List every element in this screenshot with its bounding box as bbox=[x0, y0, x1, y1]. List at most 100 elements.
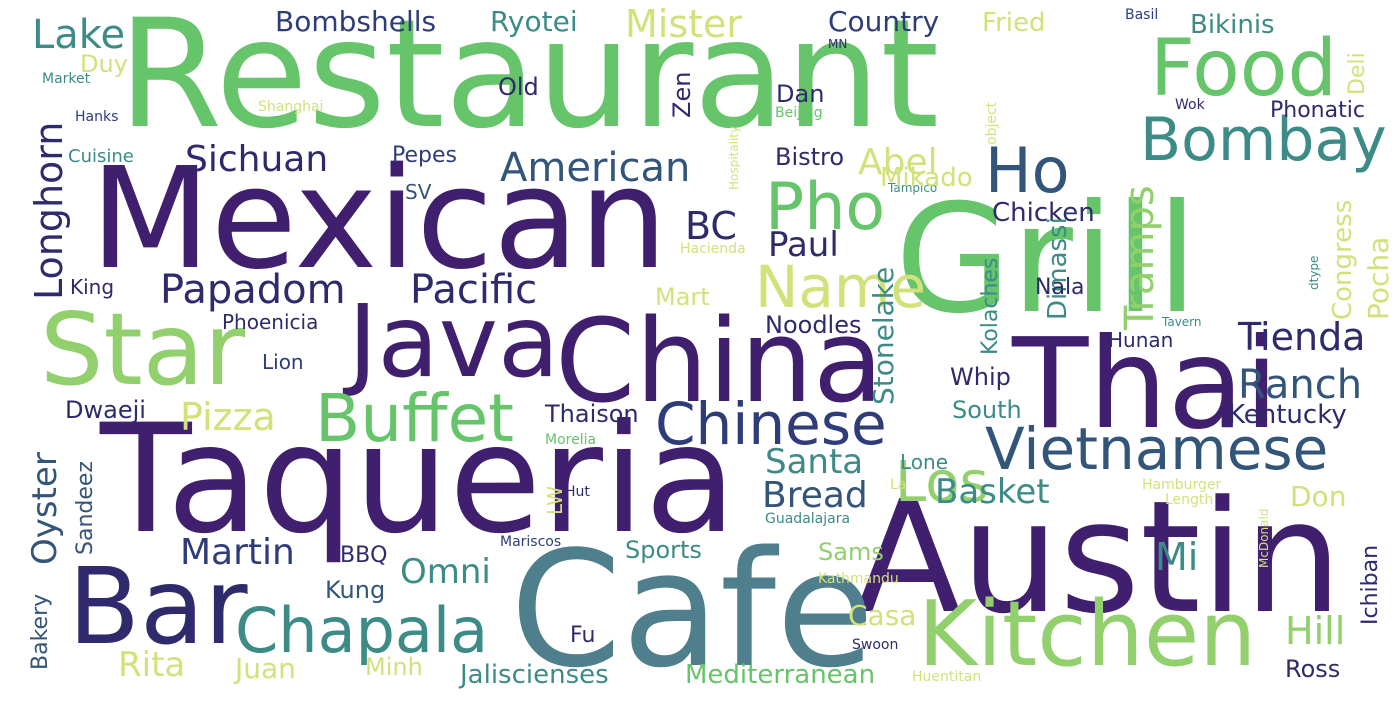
word-grill: Grill bbox=[895, 173, 1198, 347]
word-los: Los bbox=[895, 450, 989, 515]
word-martin: Martin bbox=[180, 532, 295, 573]
word-bistro: Bistro bbox=[775, 143, 845, 171]
word-tampico: Tampico bbox=[888, 181, 938, 195]
word-phoenicia: Phoenicia bbox=[222, 310, 319, 334]
word-cafe: Cafe bbox=[510, 516, 875, 703]
word-basil: Basil bbox=[1125, 7, 1159, 23]
word-sams: Sams bbox=[818, 538, 884, 566]
word-mcdonald: McDonald bbox=[1257, 508, 1271, 568]
word-jaliscienses: Jaliscienses bbox=[460, 660, 609, 690]
word-sichuan: Sichuan bbox=[185, 139, 329, 180]
word-hill: Hill bbox=[1285, 609, 1346, 653]
word-ho: Ho bbox=[985, 134, 1070, 207]
word-kentucky: Kentucky bbox=[1228, 400, 1347, 430]
word-pho: Pho bbox=[765, 170, 886, 245]
word-star: Star bbox=[40, 291, 246, 408]
word-object: object bbox=[984, 101, 1000, 145]
word-pocha: Pocha bbox=[1362, 236, 1395, 320]
word-dimassi: Dimassi bbox=[1043, 217, 1073, 320]
word-stonelake: Stonelake bbox=[867, 266, 900, 405]
word-mediterranean: Mediterranean bbox=[685, 660, 876, 690]
word-casa: Casa bbox=[848, 599, 917, 632]
word-pizza: Pizza bbox=[180, 395, 276, 439]
word-hunan: Hunan bbox=[1108, 328, 1174, 352]
word-china: China bbox=[555, 295, 884, 429]
word-swoon: Swoon bbox=[852, 637, 899, 653]
word-ichiban: Ichiban bbox=[1358, 544, 1383, 625]
word-mexican: Mexican bbox=[90, 138, 668, 301]
word-mn: MN bbox=[828, 37, 848, 51]
word-chicken: Chicken bbox=[992, 198, 1095, 228]
word-sv: SV bbox=[405, 180, 432, 204]
word-lone: Lone bbox=[900, 450, 949, 474]
word-lake: Lake bbox=[32, 12, 126, 58]
word-bikinis: Bikinis bbox=[1190, 10, 1275, 40]
word-lion: Lion bbox=[262, 350, 304, 374]
word-nala: Nala bbox=[1035, 275, 1085, 300]
word-oyster: Oyster bbox=[25, 452, 65, 565]
word-hamburger: Hamburger bbox=[1142, 477, 1222, 493]
word-lw: LW bbox=[543, 485, 567, 515]
word-phonatic: Phonatic bbox=[1270, 98, 1365, 123]
word-ranch: Ranch bbox=[1238, 362, 1363, 408]
word-sports: Sports bbox=[625, 536, 702, 564]
word-ryotei: Ryotei bbox=[490, 5, 578, 38]
word-paul: Paul bbox=[768, 225, 839, 265]
word-dtype: dtype bbox=[1307, 255, 1321, 290]
word-whip: Whip bbox=[950, 363, 1011, 391]
word-hut: Hut bbox=[565, 484, 590, 500]
word-tramps: Tramps bbox=[1117, 185, 1163, 330]
word-shanghai: Shanghai bbox=[258, 99, 324, 115]
word-kolaches: Kolaches bbox=[978, 257, 1003, 355]
word-hospitality: Hospitality bbox=[727, 125, 741, 190]
word-bbq: BBQ bbox=[340, 543, 388, 568]
word-hacienda: Hacienda bbox=[680, 241, 746, 257]
word-rita: Rita bbox=[118, 645, 186, 685]
word-south: South bbox=[952, 396, 1022, 424]
word-mart: Mart bbox=[655, 283, 710, 311]
word-name: Name bbox=[755, 253, 927, 321]
word-bombshells: Bombshells bbox=[275, 5, 437, 38]
word-kitchen: Kitchen bbox=[918, 582, 1257, 687]
word-market: Market bbox=[42, 71, 91, 87]
word-dan: Dan bbox=[776, 80, 825, 108]
word-morelia: Morelia bbox=[545, 432, 597, 448]
word-pacific: Pacific bbox=[410, 267, 538, 313]
word-american: American bbox=[500, 145, 691, 191]
word-length: Length bbox=[1165, 492, 1214, 508]
word-country: Country bbox=[828, 5, 940, 38]
word-basket: Basket bbox=[935, 472, 1050, 512]
word-thaison: Thaison bbox=[545, 400, 639, 428]
word-mariscos: Mariscos bbox=[500, 534, 562, 550]
word-vietnamese: Vietnamese bbox=[985, 415, 1329, 483]
word-food: Food bbox=[1150, 24, 1338, 114]
word-mi: Mi bbox=[1155, 535, 1199, 579]
word-mikado: Mikado bbox=[880, 163, 973, 193]
word-fried: Fried bbox=[982, 8, 1046, 38]
word-bakery: Bakery bbox=[28, 593, 53, 670]
word-santa: Santa bbox=[765, 442, 864, 482]
word-deli: Deli bbox=[1345, 52, 1370, 95]
word-papadom: Papadom bbox=[160, 267, 346, 313]
word-bombay: Bombay bbox=[1140, 105, 1387, 175]
word-zen: Zen bbox=[668, 71, 696, 118]
word-congress: Congress bbox=[1328, 199, 1358, 320]
word-austin: Austin bbox=[855, 467, 1343, 648]
word-sandeez: Sandeez bbox=[73, 461, 98, 555]
word-don: Don bbox=[1290, 480, 1347, 513]
word-huentitan: Huentitan bbox=[912, 669, 982, 685]
word-cuisine: Cuisine bbox=[68, 146, 134, 167]
word-kathmandu: Kathmandu bbox=[818, 571, 899, 587]
word-guadalajara: Guadalajara bbox=[765, 511, 851, 527]
word-dwaeji: Dwaeji bbox=[65, 396, 146, 424]
word-kung: Kung bbox=[325, 576, 386, 604]
word-abel: Abel bbox=[858, 142, 938, 183]
word-taqueria: Taqueria bbox=[100, 393, 737, 567]
word-ross: Ross bbox=[1285, 655, 1341, 683]
word-pepes: Pepes bbox=[392, 143, 457, 168]
word-old: Old bbox=[498, 73, 539, 101]
word-king: King bbox=[70, 275, 115, 299]
word-java: Java bbox=[348, 283, 560, 400]
word-bc: BC bbox=[685, 204, 737, 248]
